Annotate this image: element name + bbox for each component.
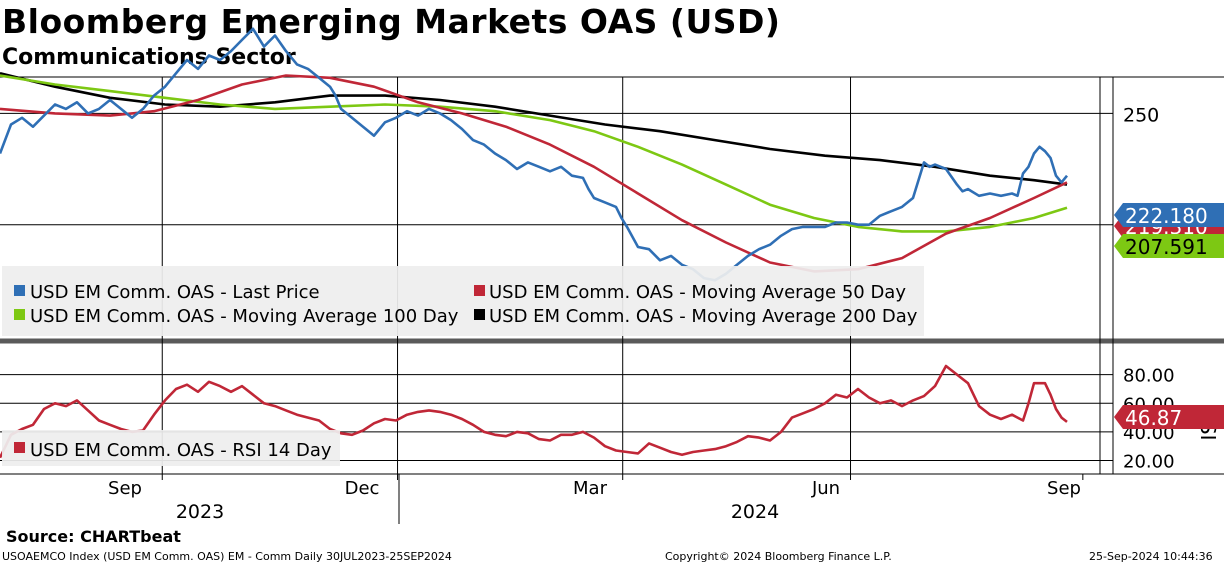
top-series-line xyxy=(0,74,1068,273)
chart-subtitle: Communications Sector xyxy=(2,45,296,70)
top-legend: USD EM Comm. OAS - Last Price USD EM Com… xyxy=(2,266,924,336)
legend-swatch-rsi xyxy=(14,442,25,453)
x-month-label: Jun xyxy=(811,478,840,499)
svg-text:222.180: 222.180 xyxy=(1125,204,1208,228)
last-value-tag: 207.591 xyxy=(1114,234,1224,259)
top-series-line xyxy=(0,74,1068,233)
last-value-tag: 46.87 xyxy=(1114,405,1224,430)
top-series-line xyxy=(0,27,1069,282)
top-series xyxy=(0,27,1069,282)
legend-label-ma200: USD EM Comm. OAS - Moving Average 200 Da… xyxy=(489,306,918,327)
legend-swatch-ma100 xyxy=(14,309,25,320)
top-y-tick-label: 250 xyxy=(1123,104,1159,126)
legend-label-last-price: USD EM Comm. OAS - Last Price xyxy=(30,282,320,303)
x-axis: Sep Dec Mar Jun Sep 2023 2024 xyxy=(108,474,1084,523)
legend-label-ma100: USD EM Comm. OAS - Moving Average 100 Da… xyxy=(30,306,459,327)
top-gridlines xyxy=(0,112,1113,226)
footer-copyright: Copyright© 2024 Bloomberg Finance L.P. xyxy=(665,550,892,563)
chart-area: USD EM Comm. OAS - Last Price USD EM Com… xyxy=(0,27,1224,524)
chart-title: Bloomberg Emerging Markets OAS (USD) xyxy=(2,2,781,41)
footer-index-info: USOAEMCO Index (USD EM Comm. OAS) EM - C… xyxy=(2,550,452,563)
legend-label-ma50: USD EM Comm. OAS - Moving Average 50 Day xyxy=(489,282,906,303)
legend-swatch-ma50 xyxy=(474,285,485,296)
svg-text:46.87: 46.87 xyxy=(1125,406,1182,430)
x-year-label: 2023 xyxy=(176,501,224,523)
x-month-label: Mar xyxy=(573,478,608,499)
x-year-label: 2024 xyxy=(731,501,779,523)
x-month-label: Sep xyxy=(108,478,142,499)
bottom-series xyxy=(0,364,1068,459)
legend-label-rsi: USD EM Comm. OAS - RSI 14 Day xyxy=(30,440,332,461)
bottom-y-tick-label: 80.00 xyxy=(1123,366,1175,387)
source-note: Source: CHARTbeat xyxy=(6,527,181,546)
rsi-series-line xyxy=(0,364,1068,459)
footer-timestamp: 25-Sep-2024 10:44:36 xyxy=(1089,550,1213,563)
top-series-line xyxy=(0,72,1068,186)
bottom-y-tick-label: 20.00 xyxy=(1123,452,1175,473)
x-month-label: Sep xyxy=(1047,478,1081,499)
legend-swatch-last-price xyxy=(14,285,25,296)
last-value-tag: 222.180 xyxy=(1114,203,1224,228)
bottom-legend: USD EM Comm. OAS - RSI 14 Day xyxy=(2,430,340,466)
x-month-label: Dec xyxy=(345,478,380,499)
legend-swatch-ma200 xyxy=(474,309,485,320)
svg-text:207.591: 207.591 xyxy=(1125,235,1208,259)
